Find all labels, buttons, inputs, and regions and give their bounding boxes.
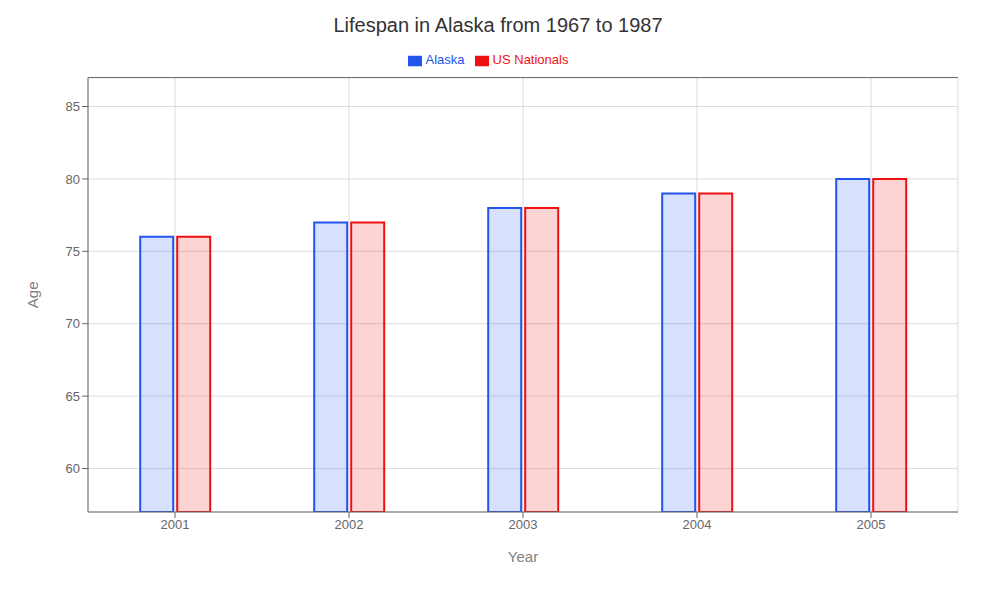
html-text:Alaska: Alaska [425,52,465,67]
svg-text:2005: 2005 [857,517,886,532]
svg-text:65: 65 [66,389,80,404]
svg-text:80: 80 [66,172,80,187]
svg-text:70: 70 [66,316,80,331]
svg-text:Year: Year [508,548,538,565]
svg-text:60: 60 [66,461,80,476]
svg-text:75: 75 [66,244,80,259]
svg-text:2003: 2003 [509,517,538,532]
html-text:Lifespan in Alaska from 1967 t: Lifespan in Alaska from 1967 to 1987 [333,14,663,36]
svg-text:2004: 2004 [683,517,712,532]
svg-text:85: 85 [66,99,80,114]
svg-text:2002: 2002 [335,517,364,532]
html-text:US Nationals: US Nationals [492,52,569,67]
svg-text:Age: Age [24,281,41,308]
svg-text:2001: 2001 [161,517,190,532]
